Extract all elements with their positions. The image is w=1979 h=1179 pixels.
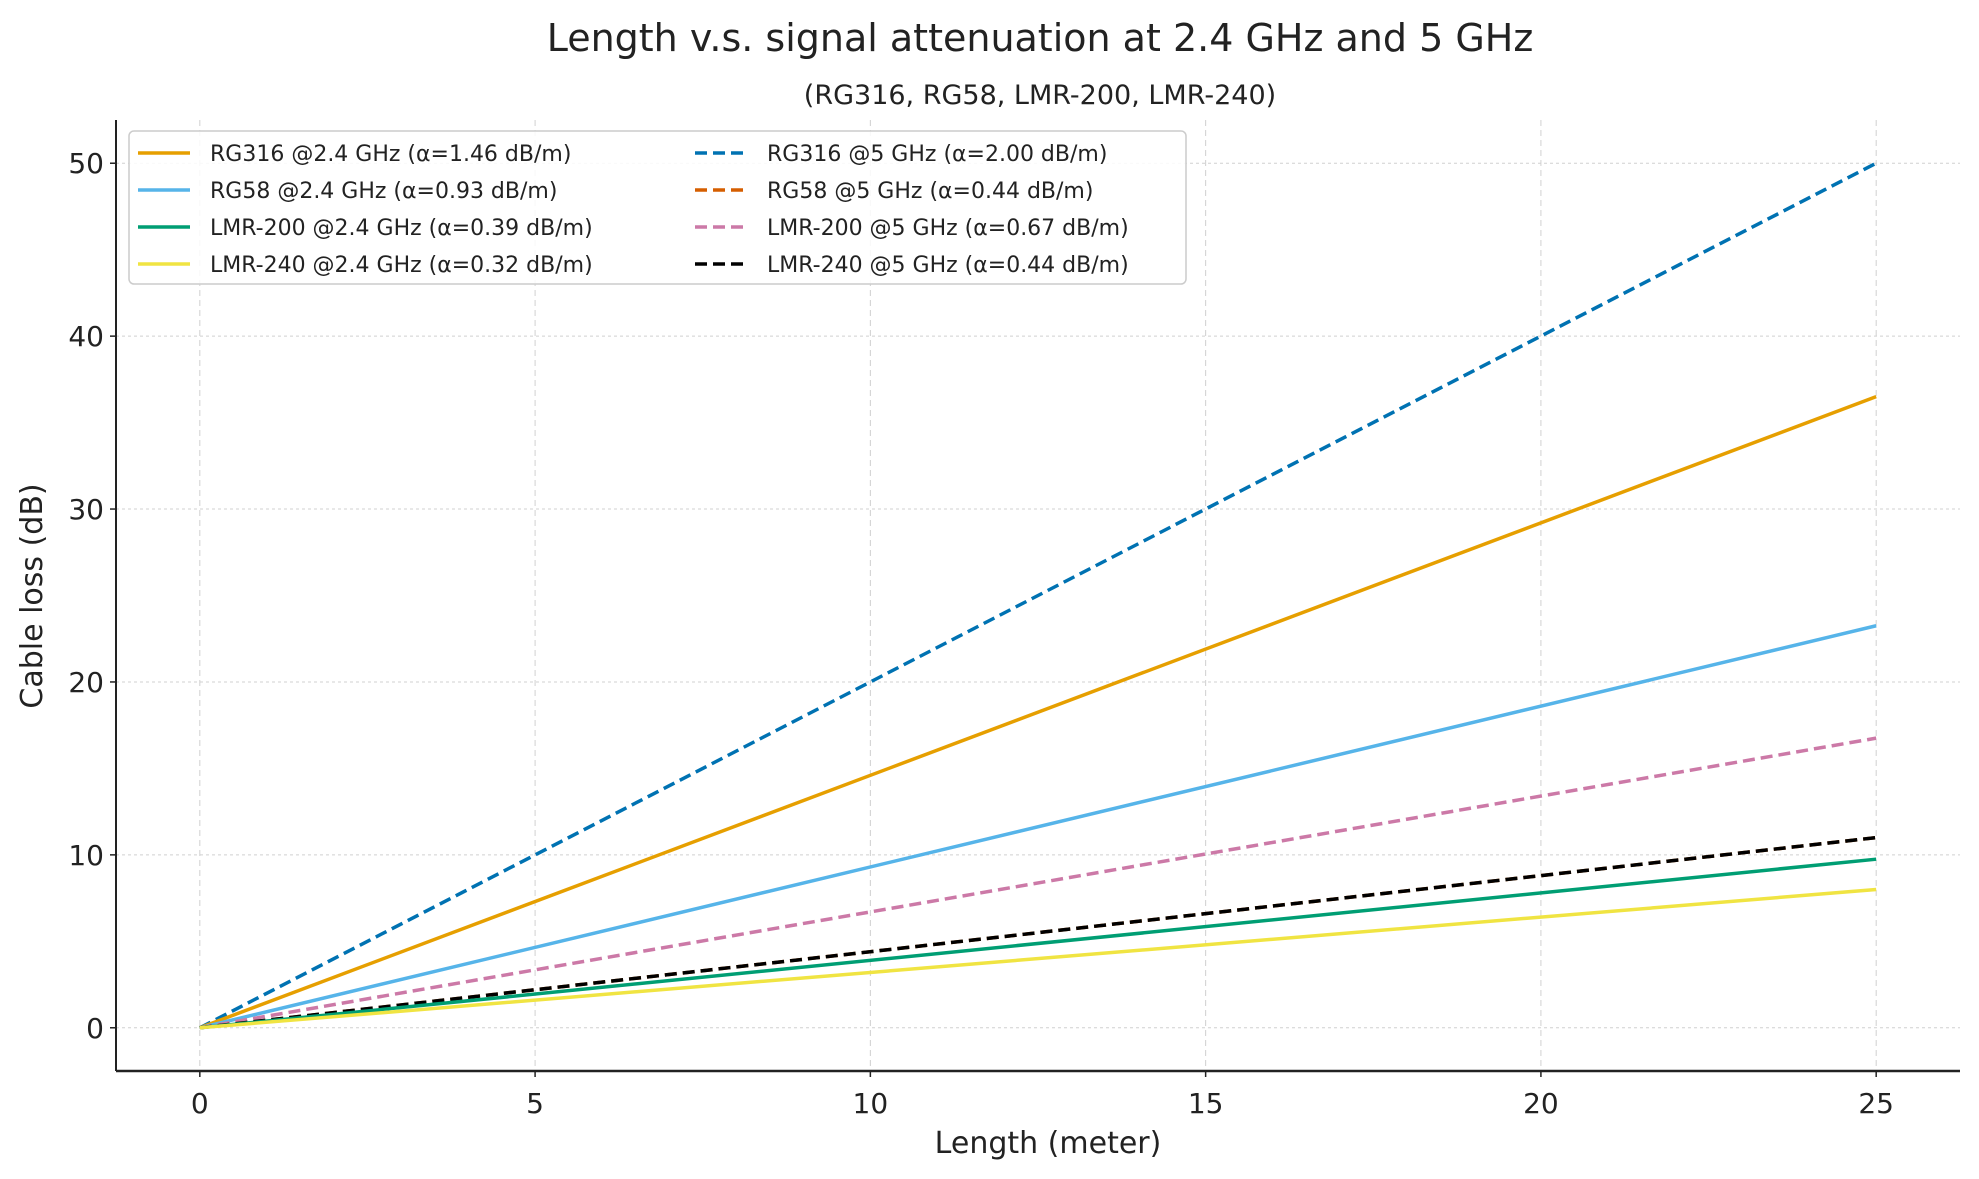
y-tick-label: 0	[86, 1012, 104, 1045]
legend-label: LMR-240 @2.4 GHz (α=0.32 dB/m)	[210, 253, 593, 278]
series-line	[199, 736, 1877, 1030]
y-tick-label: 10	[68, 839, 104, 872]
legend-label: LMR-200 @5 GHz (α=0.67 dB/m)	[767, 216, 1129, 241]
grid	[116, 120, 1960, 1071]
x-axis-label: Length (meter)	[935, 1126, 1162, 1161]
legend-label: RG58 @5 GHz (α=0.44 dB/m)	[767, 179, 1093, 204]
series-line	[199, 857, 1877, 1030]
x-tick-label: 15	[1188, 1087, 1224, 1120]
x-tick-label: 5	[526, 1087, 544, 1120]
y-tick-label: 20	[68, 666, 104, 699]
chart-title: Length v.s. signal attenuation at 2.4 GH…	[547, 16, 1534, 60]
series-line	[199, 624, 1877, 1030]
x-tick-label: 25	[1858, 1087, 1894, 1120]
legend-label: LMR-240 @5 GHz (α=0.44 dB/m)	[767, 253, 1129, 278]
y-tick-label: 40	[68, 320, 104, 353]
x-tick-label: 0	[191, 1087, 209, 1120]
x-tick-label: 10	[853, 1087, 889, 1120]
legend-box	[128, 130, 1187, 285]
legend-label: RG58 @2.4 GHz (α=0.93 dB/m)	[210, 179, 557, 204]
chart-subtitle: (RG316, RG58, LMR-200, LMR-240)	[804, 80, 1276, 111]
legend: RG316 @2.4 GHz (α=1.46 dB/m) RG58 @2.4 GH…	[128, 130, 1187, 285]
y-tick-label: 50	[68, 147, 104, 180]
series-line	[199, 887, 1877, 1030]
y-axis-label: Cable loss (dB)	[15, 483, 50, 708]
series-line	[199, 161, 1877, 1030]
axes	[115, 120, 1960, 1073]
ticks: 0 5 10 15 20 25 0 10 20 30 40 50	[68, 147, 1894, 1120]
legend-label: LMR-200 @2.4 GHz (α=0.39 dB/m)	[210, 216, 593, 241]
legend-label: RG316 @5 GHz (α=2.00 dB/m)	[767, 142, 1107, 167]
x-tick-label: 20	[1523, 1087, 1559, 1120]
y-tick-label: 30	[68, 493, 104, 526]
series-line	[199, 835, 1877, 1030]
legend-label: RG316 @2.4 GHz (α=1.46 dB/m)	[210, 142, 571, 167]
series-line	[199, 395, 1877, 1030]
series-lines	[199, 161, 1877, 1030]
